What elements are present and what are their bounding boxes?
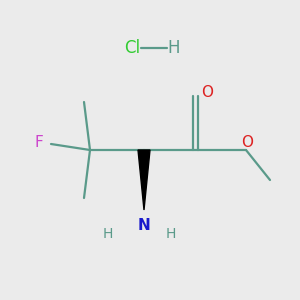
Polygon shape: [138, 150, 150, 210]
Text: H: H: [166, 227, 176, 241]
Text: Cl: Cl: [124, 39, 140, 57]
Text: H: H: [168, 39, 180, 57]
Text: N: N: [138, 218, 150, 232]
Text: O: O: [242, 135, 254, 150]
Text: O: O: [201, 85, 213, 100]
Text: F: F: [35, 135, 44, 150]
Text: H: H: [103, 227, 113, 241]
